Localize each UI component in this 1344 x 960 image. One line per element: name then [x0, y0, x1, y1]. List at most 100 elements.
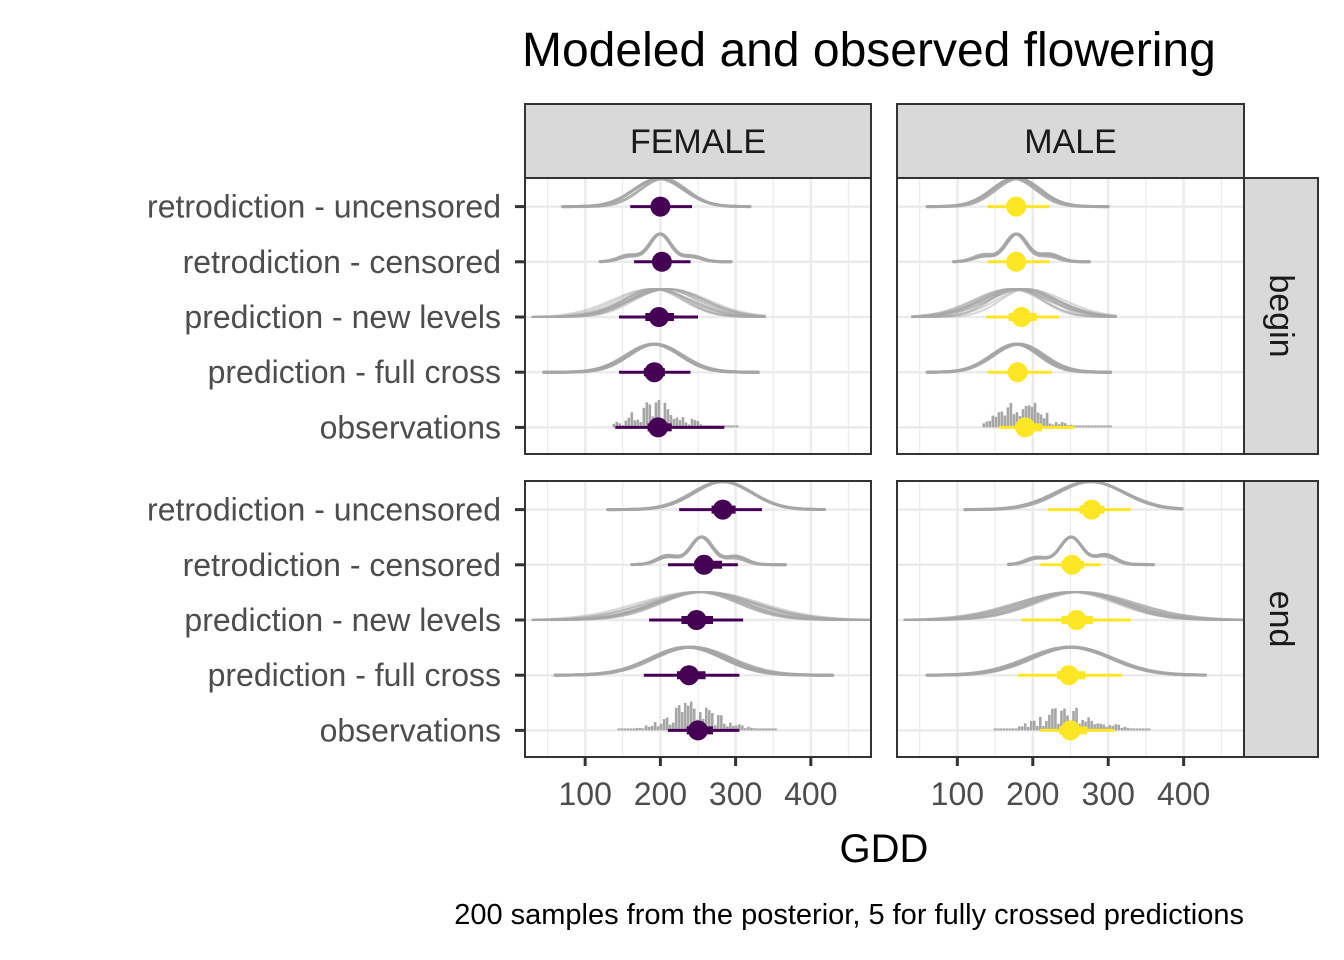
panel-female-begin-prediction-new-levels-density-curve: [531, 288, 766, 318]
panel-male-end-prediction-full-cross-median-point: [1058, 665, 1079, 686]
panel-male-end-border: [896, 480, 1245, 758]
strip-end-box: [1243, 480, 1319, 758]
strip-begin-box: [1243, 177, 1319, 455]
panel-male-end-prediction-new-levels-density-curve: [903, 591, 1245, 621]
panel-female-begin-prediction-new-levels-density-curve: [531, 288, 766, 318]
panel-female-begin-prediction-new-levels-density-curve: [531, 288, 766, 318]
panel-female-begin-prediction-new-levels-density-curve: [531, 288, 766, 318]
panel-male-begin-prediction-new-levels-median-point: [1011, 307, 1032, 327]
x-tick-label-female-200: 200: [634, 776, 687, 812]
panel-male-begin-observations-median-point: [1015, 417, 1036, 438]
plot-layer: FEMALE MALE begin end retrodiction - uncenso…: [147, 103, 1319, 812]
panel-female-end: [524, 480, 872, 758]
panel-female-begin-retrodiction-censored-median-point: [651, 251, 672, 272]
panel-male-begin-prediction-new-levels-density-curve: [911, 288, 1117, 318]
panel-female-end-prediction-new-levels-density-curve: [531, 591, 872, 621]
panel-male-begin-retrodiction-censored-density-curve: [952, 232, 1091, 264]
y-label-end-prediction-full-cross: prediction - full cross: [208, 657, 501, 693]
y-label-begin-prediction-full-cross: prediction - full cross: [208, 354, 501, 390]
panel-female-end-prediction-new-levels-median-point: [686, 610, 707, 630]
panel-male-end-prediction-new-levels-density-curve: [903, 591, 1245, 621]
x-tick-label-male-200: 200: [1006, 776, 1059, 812]
panel-female-begin-prediction-new-levels-density-curve: [531, 288, 766, 318]
y-label-begin-observations: observations: [320, 409, 501, 445]
x-tick-label-female-300: 300: [709, 776, 762, 812]
panel-male-begin-prediction-full-cross-median-point: [1007, 362, 1028, 383]
y-label-begin-retrodiction-censored: retrodiction - censored: [183, 244, 501, 280]
panel-female-begin-observations-median-point: [648, 417, 669, 438]
panel-male-begin-prediction-new-levels-density-curve: [911, 288, 1117, 318]
panel-female-begin-prediction-full-cross-density-curve: [542, 342, 760, 374]
panel-female-end-prediction-new-levels-density-curve: [531, 591, 872, 621]
x-tick-label-male-400: 400: [1157, 776, 1210, 812]
x-tick-label-male-300: 300: [1082, 776, 1135, 812]
panel-male-end-prediction-new-levels-density-curve: [903, 591, 1245, 621]
panel-male-begin-prediction-new-levels-density-curve: [911, 288, 1117, 318]
panel-female-begin-prediction-new-levels-density-curve: [531, 288, 766, 318]
panel-female-end-prediction-full-cross-density-curve: [553, 645, 835, 677]
panel-female-begin-prediction-full-cross-median-point: [644, 362, 665, 383]
panel-male-end-prediction-full-cross-density-curve: [925, 645, 1207, 677]
panel-male-begin-retrodiction-censored-median-point: [1006, 251, 1027, 272]
panel-male-end-retrodiction-censored-density-curve: [1007, 535, 1155, 567]
panel-male-end-prediction-new-levels-density-curve: [903, 591, 1245, 621]
panel-female-end-prediction-new-levels-density-curve: [531, 591, 872, 621]
panel-male-begin-prediction-new-levels-density-curve: [911, 288, 1117, 318]
panel-male-end-prediction-new-levels-density-curve: [903, 591, 1245, 621]
panel-female-end-prediction-new-levels-density-curve: [531, 591, 872, 621]
panel-male-end-prediction-new-levels-density-curve: [903, 591, 1245, 621]
x-tick-label-female-400: 400: [784, 776, 837, 812]
panel-female-end-prediction-new-levels-density-curve: [531, 591, 872, 621]
panel-female-end-prediction-new-levels-density-curve: [531, 591, 872, 621]
panel-male-end-prediction-new-levels-density-curve: [903, 591, 1245, 621]
panel-male-end-prediction-new-levels-median-point: [1066, 610, 1087, 630]
panel-female-begin: [524, 177, 872, 455]
panel-male-end-retrodiction-uncensored-density-curve: [963, 480, 1184, 512]
y-label-end-observations: observations: [320, 712, 501, 748]
panel-male-begin-prediction-new-levels-density-curve: [911, 288, 1117, 318]
panel-male-end-prediction-new-levels-density-curve: [903, 591, 1245, 621]
panel-female-begin-prediction-new-levels-density-curve: [531, 288, 766, 318]
strip-male-box: [896, 103, 1245, 179]
panel-female-end-retrodiction-uncensored-median-point: [712, 499, 733, 520]
panel-male-end-prediction-new-levels-density-curve: [903, 591, 1245, 621]
x-axis-title: GDD: [840, 827, 929, 871]
panel-female-end-prediction-new-levels-density-curve: [531, 591, 872, 621]
panel-male-end-prediction-new-levels-density-curve: [903, 591, 1245, 621]
panel-female-end-prediction-new-levels-density-curve: [531, 591, 872, 621]
panel-female-end-prediction-full-cross-median-point: [678, 665, 699, 686]
panel-female-end-prediction-new-levels-density-curve: [531, 591, 872, 621]
panel-male-begin: [896, 177, 1245, 455]
panel-male-end-prediction-new-levels-density-curve: [903, 591, 1245, 621]
chart-title: Modeled and observed flowering: [522, 24, 1216, 77]
panel-female-end-prediction-new-levels-density-curve: [531, 591, 872, 621]
panel-female-begin-prediction-new-levels-density-curve: [531, 288, 766, 318]
strip-male-label: MALE: [1024, 123, 1117, 161]
panel-female-end-prediction-new-levels-density-curve: [531, 591, 872, 621]
panel-female-end-prediction-new-levels-density-curve: [531, 591, 872, 621]
panel-male-begin-prediction-new-levels-density-curve: [911, 288, 1117, 318]
panel-female-begin-prediction-new-levels-density-curve: [531, 288, 766, 318]
panel-male-end-retrodiction-censored-median-point: [1062, 554, 1083, 575]
panel-male-begin-prediction-new-levels-density-curve: [911, 288, 1117, 318]
panel-male-begin-prediction-new-levels-density-curve: [911, 288, 1117, 318]
y-label-begin-retrodiction-uncensored: retrodiction - uncensored: [147, 189, 501, 225]
panel-male-begin-prediction-new-levels-density-curve: [911, 288, 1117, 318]
panel-female-begin-retrodiction-uncensored-median-point: [650, 196, 671, 217]
x-tick-label-male-100: 100: [931, 776, 984, 812]
panel-male-begin-prediction-full-cross-density-curve: [925, 342, 1112, 374]
panel-male-begin-prediction-new-levels-density-curve: [911, 288, 1117, 318]
y-label-begin-prediction-new-levels: prediction - new levels: [184, 299, 501, 335]
panel-female-begin-retrodiction-uncensored-density-curve: [561, 177, 752, 209]
x-tick-label-female-100: 100: [558, 776, 611, 812]
panel-male-end-prediction-new-levels-density-curve: [903, 591, 1245, 621]
panel-female-begin-prediction-new-levels-density-curve: [531, 288, 766, 318]
panel-female-begin-prediction-new-levels-density-curve: [531, 288, 766, 318]
strip-female-box: [524, 103, 872, 179]
panel-female-begin-prediction-new-levels-density-curve: [531, 288, 766, 318]
strip-end-label: end: [1262, 591, 1300, 648]
panel-female-end-retrodiction-censored-median-point: [694, 554, 715, 575]
y-label-end-retrodiction-censored: retrodiction - censored: [183, 547, 501, 583]
panel-male-begin-prediction-new-levels-density-curve: [911, 288, 1117, 318]
